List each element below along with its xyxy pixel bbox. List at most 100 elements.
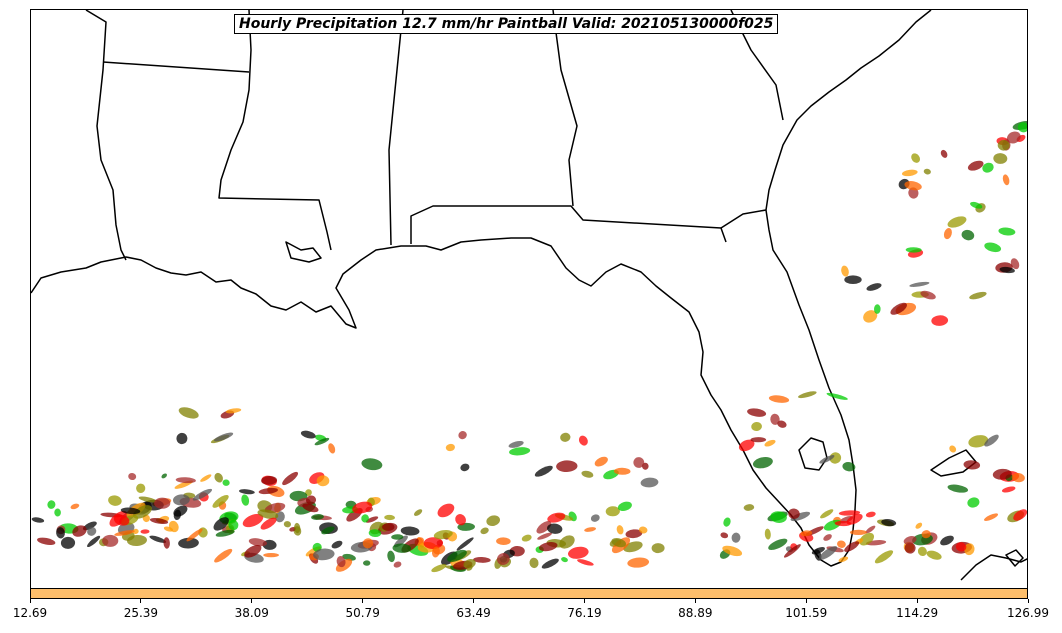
precip-paintball [486, 515, 500, 527]
precip-paintball [863, 310, 878, 323]
precip-paintball [200, 474, 212, 482]
colorbar-tick [29, 599, 31, 603]
precip-paintball [536, 521, 552, 534]
precip-paintball [460, 463, 470, 472]
precip-paintball [178, 407, 199, 419]
map-canvas [31, 10, 1027, 581]
precip-paintball [70, 503, 80, 510]
precip-paintball [967, 160, 984, 171]
precip-paintball [173, 505, 188, 517]
precip-paintball [1017, 122, 1027, 133]
colorbar-tick-label: 114.29 [896, 606, 939, 620]
colorbar-tick-label: 38.09 [234, 606, 269, 620]
precip-paintball [964, 543, 975, 556]
precip-paintball [970, 201, 983, 209]
precip-paintball [445, 443, 455, 452]
precip-paintball [846, 513, 863, 525]
precip-paintball [463, 558, 476, 569]
precip-paintball [720, 532, 729, 539]
precip-paintball [455, 514, 466, 526]
precip-paintball [508, 440, 524, 448]
precip-paintball [638, 526, 648, 534]
precip-paintball [917, 546, 927, 556]
precip-paintball [768, 395, 790, 403]
colorbar-tick [362, 599, 364, 603]
colorbar-tick-label: 12.69 [12, 606, 48, 620]
precip-paintball [844, 541, 860, 552]
precip-paintball [904, 181, 922, 191]
colorbar-tick [805, 599, 807, 603]
precip-paintball [260, 517, 277, 530]
precip-paintball [60, 536, 76, 549]
precip-paintball [982, 162, 994, 173]
precip-paintball [321, 526, 335, 535]
precip-paintball [777, 420, 787, 428]
precip-paintball [311, 514, 324, 520]
precip-paintball [414, 509, 423, 516]
precip-paintball [120, 507, 141, 515]
precip-paintball [920, 290, 936, 300]
precip-paintball [968, 435, 989, 448]
precip-paintball [838, 556, 849, 563]
precip-paintball [640, 477, 659, 488]
precip-paintball [138, 496, 157, 503]
precip-paintball [788, 508, 800, 519]
precip-paintball [984, 242, 1002, 253]
precip-paintball [534, 465, 553, 477]
precip-paintball [300, 430, 316, 439]
precip-paintball [1001, 486, 1016, 493]
precip-paintball [955, 542, 967, 552]
precip-paintball [770, 413, 780, 425]
precip-paintball [175, 477, 196, 484]
precip-paintball [456, 537, 474, 551]
precip-paintball [521, 534, 532, 542]
precip-paintball [873, 304, 881, 314]
precip-paintball [764, 528, 771, 540]
precip-paintball [837, 540, 846, 548]
precip-paintball [248, 538, 268, 547]
precip-paintball [362, 538, 374, 549]
precip-paintball [140, 529, 150, 534]
precip-paintball [940, 149, 948, 158]
colorbar-tick-label: 101.59 [785, 606, 828, 620]
precip-paintball [943, 228, 952, 240]
precip-paintball [800, 530, 813, 537]
precip-paintball [258, 487, 278, 495]
precip-paintball [244, 544, 262, 558]
precip-paintball [222, 479, 230, 486]
precip-paintball [768, 538, 788, 550]
precip-paintball [213, 517, 229, 531]
precip-paintball [911, 153, 921, 163]
precip-paintball [849, 529, 867, 536]
precip-paintball [178, 537, 199, 549]
colorbar [30, 588, 1028, 599]
precip-paintball [275, 511, 285, 523]
precip-paintball [963, 460, 981, 470]
precip-paintball [480, 527, 489, 535]
colorbar-tick [916, 599, 918, 603]
precip-paintball [547, 512, 566, 523]
precip-paintball [361, 514, 369, 523]
precip-paintball [751, 421, 762, 432]
precip-paintball [529, 557, 539, 569]
map-panel [30, 9, 1028, 589]
precip-paintball [770, 511, 787, 523]
precip-paintball [1002, 174, 1010, 186]
precip-paintball [764, 439, 776, 447]
precip-paintball [228, 520, 239, 531]
border-ga-fl [720, 209, 767, 229]
border-al-ga [552, 10, 578, 207]
precip-paintball [102, 534, 119, 547]
precip-paintball [384, 514, 395, 521]
precip-paintball [992, 468, 1012, 480]
precip-paintball [901, 169, 918, 177]
precip-paintball [844, 275, 862, 285]
precip-paintball [305, 489, 312, 496]
precip-paintball [128, 472, 137, 481]
precip-paintball [108, 495, 122, 506]
precip-paintball [940, 535, 954, 546]
precip-paintball [47, 500, 56, 509]
precip-paintball [283, 521, 291, 528]
precip-paintball [823, 534, 832, 541]
colorbar-tick-label: 25.39 [123, 606, 159, 620]
